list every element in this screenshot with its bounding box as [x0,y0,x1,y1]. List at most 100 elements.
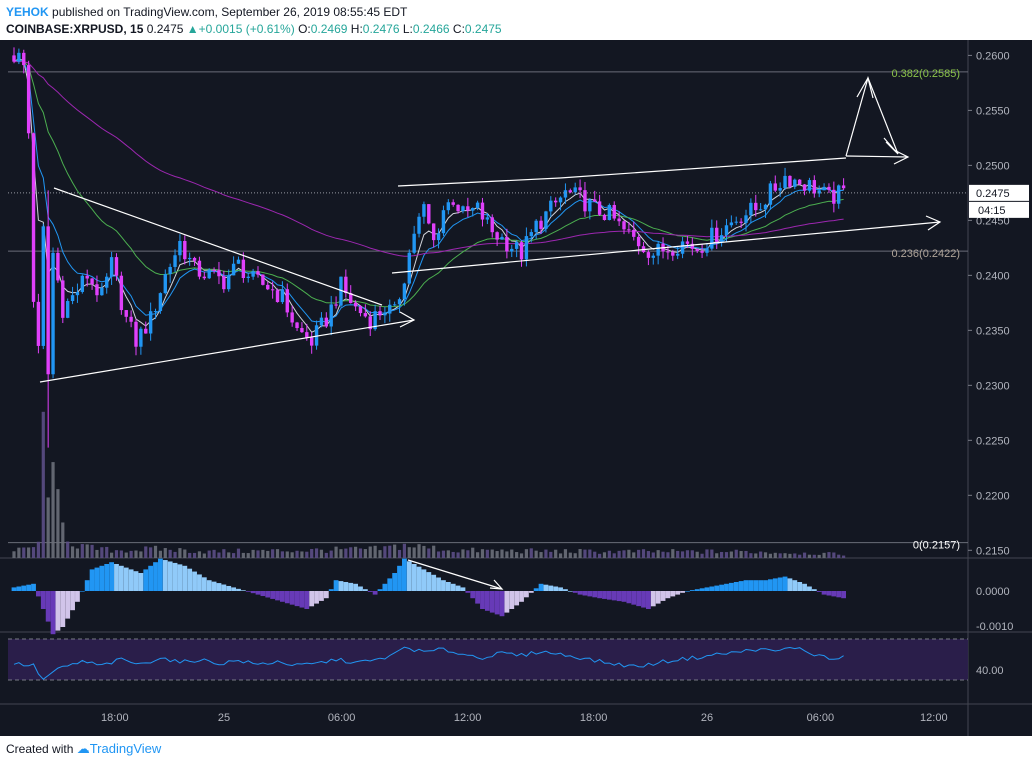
candle-body [651,255,655,258]
macd-bar [650,591,656,607]
candle-body [305,332,309,338]
macd-bar [245,591,251,592]
volume-bar [422,545,426,558]
macd-bar [284,591,290,604]
volume-bar [129,550,133,558]
macd-bar [514,591,520,606]
candle-body [168,266,172,275]
volume-bar [344,548,348,558]
volume-bar [436,551,441,558]
macd-bar [572,591,578,593]
volume-bar [588,549,592,558]
candle-body [324,317,329,327]
volume-bar [632,552,636,558]
tradingview-logo-icon[interactable]: ☁ [76,741,90,756]
volume-bar [554,549,558,558]
macd-bar [211,581,217,591]
volume-bar [46,497,50,558]
macd-bar [646,591,651,609]
macd-bar [50,591,56,635]
volume-bar [495,551,499,558]
macd-bar [372,591,378,595]
macd-bar [616,591,622,602]
candle-body [539,220,543,229]
volume-bar [163,548,167,558]
volume-bar [334,546,338,558]
volume-bar [622,550,626,558]
macd-bar [21,585,27,591]
macd-bar [323,591,329,599]
macd-bar [665,591,671,599]
candle-body [309,337,314,346]
candle-body [685,241,690,244]
candle-body [129,316,133,322]
macd-bar [109,562,114,591]
y-tick-label: 0.2550 [976,105,1010,117]
footer: Created with ☁TradingView [6,741,161,757]
volume-bar [339,549,343,558]
author-name[interactable]: YEHOK [6,5,49,19]
volume-bar [256,550,260,558]
macd-bar [797,582,803,591]
volume-bar [793,553,797,558]
macd-bar [250,591,256,594]
macd-bar [11,587,17,591]
volume-bar [607,550,611,558]
high-label: H: [350,22,363,36]
candle-body [402,283,407,300]
tradingview-brand[interactable]: TradingView [89,741,162,756]
candle-body [485,217,490,220]
volume-bar [232,553,236,558]
volume-bar [246,553,250,558]
volume-bar [153,545,158,558]
arrow-head [883,137,899,155]
macd-bar [226,585,232,591]
candle-body [675,253,680,256]
macd-bar [636,591,642,607]
macd-bar [162,560,168,591]
volume-bar [324,552,328,558]
volume-bar [690,550,694,558]
candle-body [524,236,529,260]
macd-bar [563,589,568,591]
volume-bar [524,549,528,558]
macd-bar [304,591,310,609]
candle-body [671,252,675,256]
volume-bar [110,552,114,558]
y-tick-label: 0.2600 [976,50,1010,62]
macd-bar [75,591,80,602]
open-label: O: [298,22,311,36]
volume-bar [70,546,75,558]
volume-bar [583,549,587,558]
macd-bar [123,567,129,591]
price-chart[interactable]: 0.382(0.2585) 0.236(0.2422) 0(0.2157) 0.26… [0,40,1032,736]
volume-bar [178,548,182,558]
candle-body [217,270,221,277]
volume-bar [75,548,80,558]
macd-bar [255,591,261,595]
symbol-label[interactable]: COINBASE:XRPUSD, 15 [6,22,144,36]
price-change: +0.0015 (+0.61%) [198,22,295,36]
candle-body [666,251,670,253]
volume-bar [139,551,143,558]
macd-bar [484,591,490,611]
candle-body [500,236,504,240]
candle-body [656,243,660,256]
volume-bar [549,551,553,558]
candle-body [300,328,304,333]
x-tick-label: 25 [218,712,230,724]
macd-bar [240,590,246,591]
candle-body [690,243,695,249]
macd-bar [738,581,744,591]
candle-body [461,206,465,212]
candle-body [583,190,587,212]
volume-bar [354,546,358,558]
macd-bar [626,591,632,604]
macd-bar [358,586,363,591]
macd-bar [138,573,144,591]
volume-bar [241,552,245,558]
candle-body [446,202,451,211]
candle-body [36,301,41,346]
volume-bar [798,554,802,558]
macd-bar [709,586,715,591]
